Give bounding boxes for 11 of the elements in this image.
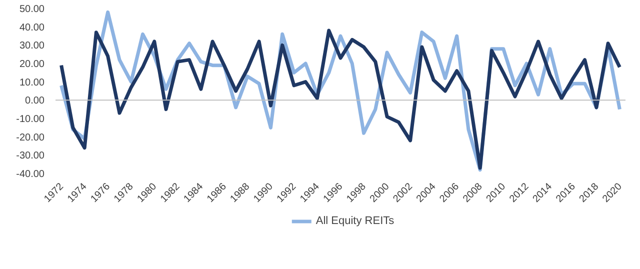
y-tick-label: 20.00 (19, 59, 45, 70)
y-tick-label: -30.00 (16, 150, 45, 162)
y-tick-label: -40.00 (16, 169, 45, 180)
y-tick-label: 30.00 (19, 40, 45, 52)
y-tick-label: 40.00 (19, 22, 45, 34)
y-tick-label: -20.00 (16, 132, 45, 144)
y-tick-label: 50.00 (19, 4, 45, 15)
y-tick-label: 10.00 (19, 77, 45, 88)
y-tick-label: 0.00 (25, 96, 45, 107)
y-tick-label: -10.00 (16, 114, 45, 125)
legend-label: All Equity REITs (316, 215, 394, 227)
